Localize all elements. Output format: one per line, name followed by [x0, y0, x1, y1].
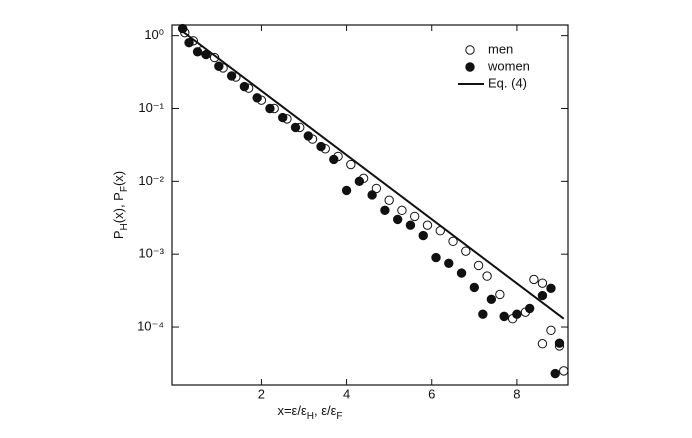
point: [278, 112, 288, 123]
point: [473, 260, 484, 271]
point: [346, 159, 356, 170]
point: [444, 258, 454, 268]
point: [290, 122, 301, 133]
x-tick-label: 6: [428, 386, 435, 401]
point: [226, 71, 237, 81]
legend-label: Eq. (4): [488, 75, 527, 90]
point: [554, 338, 565, 348]
point: [550, 368, 560, 379]
point: [537, 339, 548, 349]
point: [559, 366, 569, 376]
point: [524, 303, 535, 314]
point: [252, 93, 262, 103]
legend-label: men: [488, 41, 513, 56]
point: [265, 103, 275, 114]
point: [316, 141, 326, 152]
point: [448, 236, 458, 247]
y-tick-label: 10⁻¹: [138, 100, 164, 115]
point: [431, 252, 441, 263]
point: [546, 283, 556, 294]
y-axis-label: PH(x), PF(x): [111, 171, 129, 239]
point: [384, 195, 394, 205]
y-tick-label: 10⁻⁴: [137, 318, 164, 333]
x-tick-label: 8: [513, 386, 520, 401]
y-tick-label: 10⁻³: [138, 246, 164, 261]
point: [456, 268, 467, 278]
point: [397, 205, 407, 216]
point: [461, 246, 471, 256]
point: [184, 38, 194, 48]
point: [529, 274, 539, 285]
point: [214, 61, 224, 71]
legend-marker: [465, 45, 475, 55]
point: [192, 47, 203, 57]
point: [410, 211, 420, 222]
legend-marker: [465, 62, 475, 72]
point: [512, 309, 522, 319]
x-tick-label: 4: [343, 386, 350, 401]
point: [537, 290, 548, 301]
point: [418, 230, 428, 241]
point: [478, 309, 488, 319]
y-tick-label: 10⁻²: [138, 173, 164, 188]
point: [537, 278, 548, 288]
x-axis-label: x=ε/εH, ε/εF: [277, 403, 342, 421]
point: [303, 131, 313, 141]
point: [341, 185, 352, 196]
point: [486, 294, 497, 305]
y-tick-label: 10⁰: [144, 27, 164, 42]
point: [380, 205, 390, 216]
fit-line: [179, 29, 565, 320]
point: [495, 289, 505, 300]
point: [392, 214, 403, 225]
plot-frame: [171, 24, 569, 386]
point: [469, 282, 480, 293]
point: [371, 183, 382, 194]
x-tick-label: 2: [258, 386, 265, 401]
point: [482, 271, 492, 281]
point: [499, 311, 509, 322]
point: [546, 325, 556, 336]
legend-label: women: [487, 58, 530, 73]
point: [239, 81, 250, 92]
point: [329, 154, 339, 165]
point: [354, 176, 365, 187]
point: [422, 220, 433, 230]
point: [405, 220, 416, 230]
point: [367, 190, 377, 200]
